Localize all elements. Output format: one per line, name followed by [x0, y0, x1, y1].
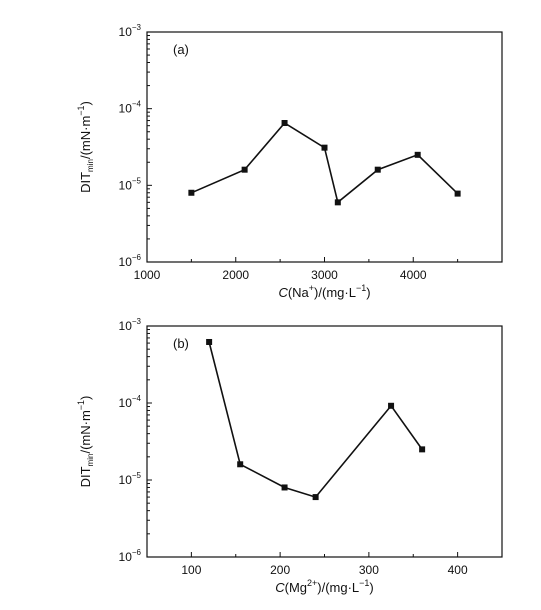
series-line: [191, 121, 459, 204]
data-point-marker: [419, 446, 426, 453]
panel-label: (b): [173, 336, 189, 351]
data-point-marker: [188, 189, 195, 196]
x-tick-label: 4000: [400, 268, 427, 282]
y-tick-label: 10−4: [119, 100, 142, 116]
panel-label: (a): [173, 42, 189, 57]
data-point-marker: [312, 494, 319, 501]
panel-b: 100 200 300 400 10−6 10−5 10−4 10−3 (b) C(Mg2+)/(…: [76, 317, 503, 595]
x-tick-label: 200: [270, 563, 290, 577]
data-point-marker: [281, 120, 288, 127]
y-tick-label: 10−6: [119, 253, 142, 269]
x-tick-label: 1000: [134, 268, 161, 282]
y-axis-title: DITmin/(mN·m−1): [76, 396, 95, 488]
y-axis-title: DITmin/(mN·m−1): [76, 101, 95, 193]
y-tick-label: 10−4: [119, 394, 142, 410]
plot-frame: [146, 325, 503, 558]
y-tick-label: 10−5: [119, 471, 142, 487]
data-point-marker: [321, 144, 328, 151]
data-point-marker: [334, 199, 341, 206]
series-line: [208, 341, 423, 499]
x-axis-title: C(Na+)/(mg·L−1): [278, 283, 370, 300]
data-point-marker: [241, 166, 248, 173]
y-tick-label: 10−3: [119, 23, 142, 39]
y-tick-label: 10−5: [119, 176, 142, 192]
data-point-marker: [374, 166, 381, 173]
y-tick-label: 10−3: [119, 317, 142, 333]
data-point-marker: [414, 151, 421, 158]
x-tick-label: 2000: [222, 268, 249, 282]
data-point-marker: [206, 338, 213, 345]
data-point-marker: [281, 484, 288, 491]
y-tick-label: 10−6: [119, 548, 142, 564]
x-tick-label: 400: [448, 563, 468, 577]
data-point-marker: [237, 461, 244, 468]
x-tick-label: 300: [359, 563, 379, 577]
x-tick-label: 3000: [311, 268, 338, 282]
data-point-marker: [388, 402, 395, 409]
panel-a: 1000 2000 3000 4000 10−6 10−5 10−4 10−3 (a) C(Na+…: [76, 23, 503, 300]
x-axis-title: C(Mg2+)/(mg·L−1): [275, 578, 374, 595]
data-point-marker: [454, 190, 461, 197]
x-tick-label: 100: [181, 563, 201, 577]
